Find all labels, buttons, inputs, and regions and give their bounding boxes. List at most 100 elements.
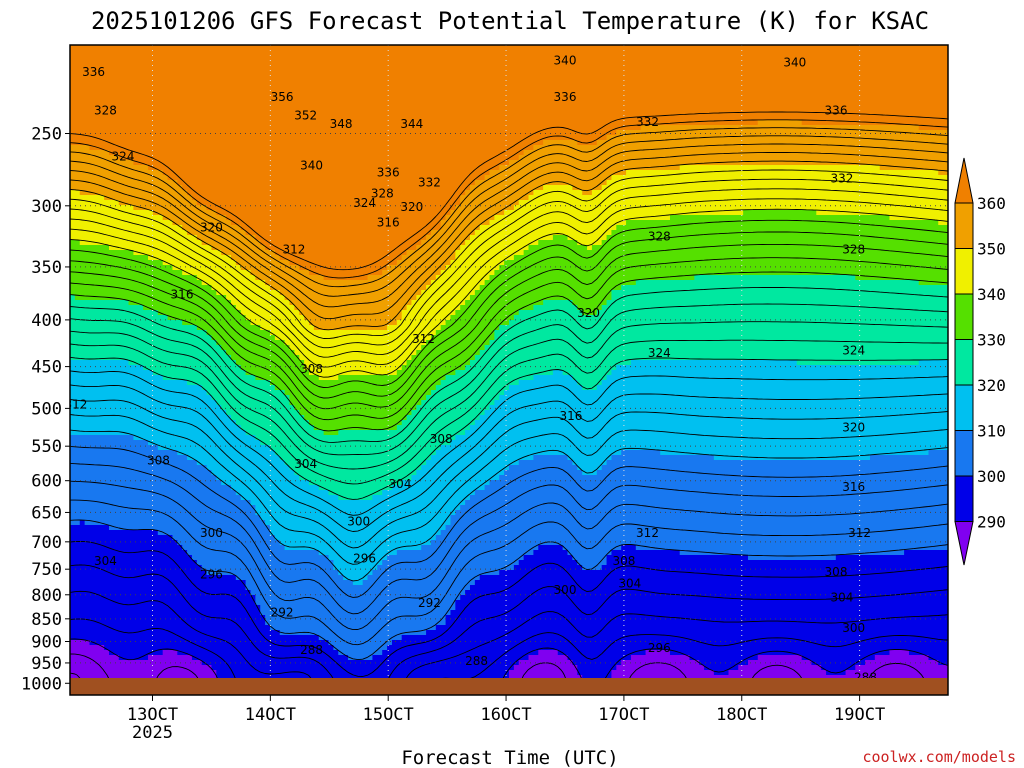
contour-band-cell [265,615,447,621]
contour-band-cell [235,490,330,496]
contour-band-cell [411,410,486,416]
contour-band-cell [328,490,383,496]
contour-lines [70,111,948,695]
contour-label: 300 [347,515,370,529]
contour-band-cell [611,550,681,556]
contour-label: 328 [371,187,394,201]
credit-link[interactable]: coolwx.com/models [862,748,1016,766]
contour-band-cell [855,665,948,671]
contour-band-cell [552,370,564,376]
contour-band-cell [279,255,403,261]
contour-band-cell [284,390,432,396]
contour-band-cell [469,360,632,366]
y-tick-label: 650 [31,503,62,523]
contour-band-cell [338,570,374,576]
contour-band-cell [918,125,948,131]
contour-band-cell [338,495,374,501]
contour-band-cell [869,455,948,461]
contour-band-cell [255,435,456,441]
contour-band-cell [411,475,500,481]
contour-band-cell [260,605,456,611]
contour-band-cell [70,580,247,586]
contour-band-cell [70,230,188,236]
contour-band-cell [416,295,471,301]
contour-band-cell [70,325,198,331]
contour-band-cell [289,345,422,351]
contour-band-cell [469,585,948,591]
contour-label: 340 [554,54,577,68]
contour-band-cell [626,170,939,176]
contour-band-cell [265,520,452,526]
contour-band-cell [435,275,491,281]
contour-band-cell [269,530,442,536]
contour-band-cell [196,325,261,331]
contour-band-cell [669,650,891,656]
contour-band-cell [509,385,583,391]
contour-band-cell [533,375,574,381]
contour-band-cell [177,450,276,456]
y-tick-label: 450 [31,358,62,378]
contour-band-cell [821,665,856,671]
contour-band-cell [70,205,135,211]
contour-band-cell [240,265,300,271]
contour-band-cell [240,225,442,231]
contour-band-cell [572,375,608,381]
contour-band-cell [455,250,525,256]
contour-band-cell [133,435,256,441]
x-tick-year-label: 2025 [132,723,173,743]
contour-band-cell [79,240,203,246]
contour-band-cell [284,295,417,301]
contour-band-cell [70,605,261,611]
x-axis-label: Forecast Time (UTC) [401,747,618,768]
contour-band-cell [479,285,622,291]
contour-band-cell [611,295,948,301]
contour-band-cell [309,370,398,376]
contour-band-cell [260,610,452,616]
contour-band-cell [479,350,948,356]
contour-band-cell [630,655,691,661]
contour-band-cell [70,165,149,171]
y-tick-label: 500 [31,399,62,419]
colorbar-swatch [954,293,974,340]
contour-band-cell [889,650,910,656]
contour-band-cell [118,655,149,661]
contour-band-cell [572,185,603,191]
contour-band-cell [582,385,598,391]
contour-band-cell [70,425,242,431]
contour-band-cell [250,320,310,326]
contour-band-cell [469,495,948,501]
contour-band-cell [70,240,81,246]
contour-label: 332 [830,171,853,185]
contour-band-cell [70,420,237,426]
contour-band-cell [109,150,525,156]
contour-label: 340 [300,159,323,173]
contour-band-cell [70,610,261,616]
contour-band-cell [235,305,295,311]
contour-band-cell [728,670,827,676]
contour-band-cell [796,360,920,366]
contour-label: 300 [200,526,223,540]
contour-band-cell [182,320,252,326]
contour-band-cell [504,210,744,216]
contour-band-cell [187,550,320,556]
contour-label: 308 [147,453,170,467]
contour-band-cell [118,155,520,161]
contour-band-cell [489,340,948,346]
contour-band-cell [611,675,948,681]
contour-band-cell [191,655,349,661]
contour-band-cell [250,500,466,506]
contour-band-cell [387,555,525,561]
contour-band-cell [269,625,437,631]
contour-band-cell [455,600,948,606]
contour-band-cell [582,565,603,571]
contour-label: 336 [554,90,577,104]
contour-band-cell [474,290,613,296]
contour-band-cell [279,630,427,636]
contour-band-cell [601,565,948,571]
contour-band-cell [479,225,617,231]
contour-band-cell [513,665,578,671]
contour-band-cell [70,235,198,241]
contour-band-cell [187,190,466,196]
contour-band-cell [430,280,486,286]
